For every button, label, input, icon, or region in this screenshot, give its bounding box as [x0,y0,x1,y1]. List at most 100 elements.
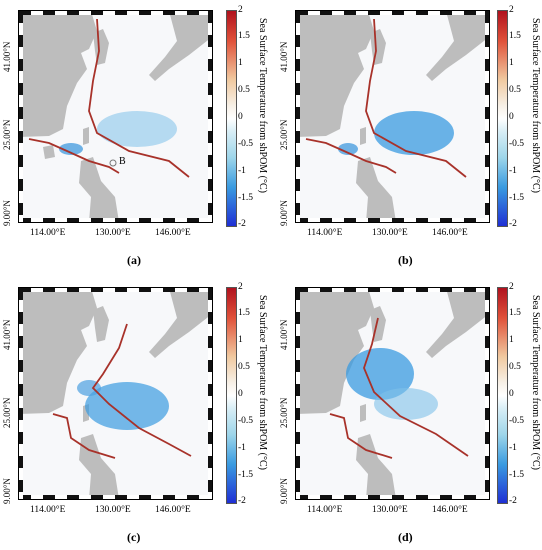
cbar-tick: 1.5 [238,308,250,318]
colorbar-title: Sea Surface Temperature from shPOM (°C) [530,295,541,471]
cbar-tick: 0 [238,389,243,399]
x-tick-1: 114.00°E [307,228,343,238]
colorbar [226,10,237,227]
y-tick-1: 41.00°N [279,41,289,72]
cbar-tick: -0.5 [238,416,254,426]
land-mainland [296,11,374,137]
cbar-tick: -1.5 [238,470,254,480]
y-tick-2: 25.00°N [279,119,289,150]
x-tick-1: 114.00°E [30,228,66,238]
y-tick-2: 25.00°N [279,397,289,428]
map-a-svg [19,11,212,222]
land-mainland [296,288,374,414]
y-tick-3: 9.00°N [279,478,289,504]
caption-b: (b) [398,253,413,267]
y-tick-1: 41.00°N [279,319,289,350]
cbar-tick: 1 [509,58,514,68]
y-tick-3: 9.00°N [2,200,12,226]
typhoon-track-2 [305,138,397,174]
x-tick-3: 146.00°E [432,228,468,238]
cbar-tick: 0.5 [509,85,521,95]
y-tick-2: 25.00°N [2,119,12,150]
cbar-tick: 1.5 [509,308,521,318]
cbar-tick: -2 [238,496,246,506]
land-philippines [356,434,396,499]
cooling-patch [59,143,83,155]
cbar-tick: 0.5 [238,362,250,372]
cbar-tick: -1 [238,443,246,453]
x-tick-2: 130.00°E [95,228,131,238]
y-tick-1: 41.00°N [2,319,12,350]
cbar-tick: 0.5 [509,362,521,372]
cbar-tick: -1.5 [238,193,254,203]
typhoon-track [363,317,469,457]
land-korea [93,29,109,65]
colorbar-title: Sea Surface Temperature from shPOM (°C) [257,18,268,194]
cbar-tick: -2 [238,219,246,229]
cbar-tick: 2 [238,282,243,292]
cbar-tick: 0 [509,112,514,122]
land-philippines [79,434,119,499]
cbar-tick: -1 [509,443,517,453]
land-mainland [19,288,97,414]
typhoon-track [365,18,467,178]
caption-a: (a) [127,253,141,267]
land-japan [426,288,489,358]
cooling-patch [346,348,414,400]
y-tick-3: 9.00°N [279,200,289,226]
y-tick-1: 41.00°N [2,41,12,72]
map-d [295,287,490,500]
cbar-tick: -0.5 [238,139,254,149]
land-korea [370,29,386,65]
cbar-tick: -1.5 [509,470,525,480]
x-tick-3: 146.00°E [155,228,191,238]
cbar-tick: 0 [238,112,243,122]
cbar-tick: 2 [509,5,514,15]
land-hainan [43,145,55,159]
land-japan [426,11,489,81]
typhoon-track-2 [329,413,393,459]
x-tick-3: 146.00°E [155,505,191,515]
map-b [295,10,490,223]
cooling-patch [97,111,177,147]
cooling-patch [374,111,454,155]
cbar-tick: 1.5 [509,31,521,41]
cbar-tick: -1.5 [509,193,525,203]
map-c [18,287,213,500]
cbar-tick: -1 [238,166,246,176]
caption-d: (d) [398,530,413,544]
cooling-patch [85,382,169,430]
cbar-tick: -0.5 [509,416,525,426]
caption-c: (c) [127,530,141,544]
cbar-tick: 1.5 [238,31,250,41]
colorbar [497,287,508,504]
cbar-tick: -0.5 [509,139,525,149]
land-japan [149,288,212,358]
cbar-tick: 1 [509,335,514,345]
x-tick-3: 146.00°E [432,505,468,515]
y-tick-2: 25.00°N [2,397,12,428]
map-b-svg [296,11,489,222]
land-philippines [79,157,119,222]
map-d-svg [296,288,489,499]
x-tick-1: 114.00°E [30,505,66,515]
x-tick-2: 130.00°E [95,505,131,515]
typhoon-track-2 [52,413,116,459]
cbar-tick: 1 [238,335,243,345]
colorbar [226,287,237,504]
map-c-svg [19,288,212,499]
colorbar-title: Sea Surface Temperature from shPOM (°C) [257,295,268,471]
x-tick-2: 130.00°E [372,505,408,515]
cbar-tick: -1 [509,166,517,176]
cbar-tick: 1 [238,58,243,68]
cbar-tick: 2 [238,5,243,15]
colorbar-title: Sea Surface Temperature from shPOM (°C) [530,18,541,194]
colorbar [497,10,508,227]
land-taiwan [360,404,366,422]
typhoon-track [88,18,190,178]
land-mainland [19,11,97,137]
point-b-marker [109,159,117,167]
cooling-patch [338,143,358,155]
cbar-tick: 2 [509,282,514,292]
cooling-patch [374,388,438,420]
